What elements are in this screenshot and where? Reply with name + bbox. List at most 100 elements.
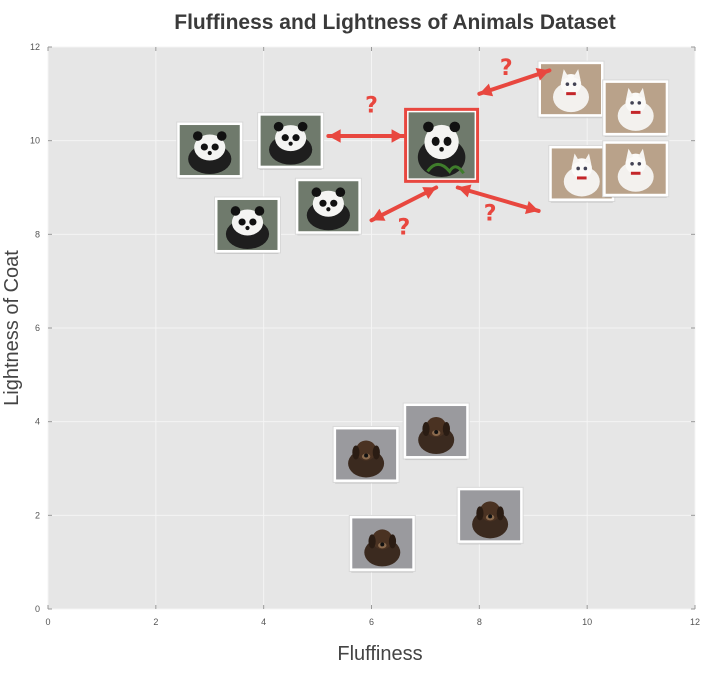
panda-ear-shape [273, 121, 284, 132]
cat-image [602, 79, 670, 137]
panda-ear-shape [192, 131, 203, 141]
panda-eye-patch [443, 136, 452, 147]
panda-eye-patch [431, 136, 440, 147]
dog-nose [488, 514, 493, 519]
panda-face-shape [231, 209, 264, 236]
cat-eye [583, 166, 588, 171]
dog-ear [352, 445, 360, 460]
x-tick-label: 10 [582, 617, 592, 627]
x-tick-label: 2 [153, 617, 158, 627]
x-tick-label: 8 [477, 617, 482, 627]
arrowhead [391, 129, 404, 143]
cat-image [602, 140, 670, 198]
cat-eye [630, 161, 634, 166]
cat-head-shape [625, 153, 646, 174]
cat-collar [630, 171, 641, 175]
arrowhead [457, 184, 472, 198]
panda-eye-patch [211, 143, 219, 151]
cat-ear [573, 69, 581, 81]
chart-title: Fluffiness and Lightness of Animals Data… [174, 11, 615, 34]
question-mark: ? [365, 94, 378, 119]
y-tick-label: 6 [35, 323, 40, 333]
cat-ear [626, 87, 634, 99]
cat-eye [576, 166, 580, 171]
panda-ear-shape [423, 121, 434, 133]
dog-head-shape [479, 501, 501, 522]
bamboo-leaves [426, 162, 465, 175]
cat-body-shape [617, 161, 654, 192]
dog-ear [476, 506, 484, 521]
panda-ear-shape [230, 206, 241, 216]
data-points [176, 60, 670, 573]
arrowhead [524, 201, 539, 214]
panda-image [257, 112, 325, 170]
cat-ear [626, 148, 634, 160]
dog-ear [442, 422, 450, 437]
cat-head-shape [571, 158, 592, 179]
question-mark: ? [397, 215, 410, 240]
panda-ear-shape [216, 131, 227, 141]
cat-body-shape [617, 100, 654, 131]
cat-eye [637, 101, 642, 105]
panda-eye-patch [200, 143, 208, 151]
dog-head-shape [355, 440, 377, 461]
axis-ticks: 0 2 4 6 8 10 12 0 2 4 6 8 10 12 [30, 42, 700, 627]
dog-nose [364, 453, 369, 458]
panda-ear-shape [297, 121, 308, 132]
panda-face-shape [275, 125, 307, 152]
dog-head-shape [426, 417, 447, 438]
y-tick-label: 4 [35, 417, 40, 427]
dog-nose [380, 542, 385, 547]
cat-eye [637, 161, 642, 166]
x-tick-label: 0 [45, 617, 50, 627]
cat-head-shape [625, 92, 646, 114]
cat-collar [566, 92, 576, 96]
dog-image [402, 402, 470, 461]
cat-collar [630, 110, 641, 114]
cat-ear [584, 153, 592, 165]
y-tick-label: 10 [30, 136, 40, 146]
panda-eye-patch [281, 134, 289, 142]
arrowhead [371, 208, 386, 221]
dog-ear [372, 445, 380, 460]
question-mark: ? [484, 201, 497, 226]
query-panda-image [404, 107, 480, 183]
panda-face-shape [312, 190, 344, 217]
comparison-arrows: ???? [326, 56, 552, 240]
panda-ear-shape [335, 187, 346, 198]
panda-eye-patch [330, 199, 338, 207]
cat-ear [638, 87, 646, 99]
question-mark: ? [500, 56, 513, 81]
panda-image [294, 177, 362, 236]
dog-ear [422, 422, 430, 437]
cat-eye [565, 82, 570, 86]
y-tick-label: 2 [35, 510, 40, 520]
dog-image [348, 514, 416, 573]
x-tick-label: 4 [261, 617, 266, 627]
dog-ear [388, 534, 397, 549]
panda-face-shape [194, 134, 226, 161]
panda-image [176, 121, 244, 180]
arrowhead [535, 67, 550, 81]
x-tick-label: 12 [690, 617, 700, 627]
dog-ear [368, 534, 376, 549]
panda-face-shape [424, 124, 459, 160]
y-tick-label: 12 [30, 42, 40, 52]
panda-ear-shape [254, 206, 265, 216]
panda-nose [245, 225, 250, 231]
cat-body-shape [552, 82, 589, 113]
panda-eye-patch [238, 218, 246, 226]
y-tick-label: 8 [35, 229, 40, 239]
y-tick-label: 0 [35, 604, 40, 614]
dog-ear [496, 506, 504, 521]
arrowhead [479, 83, 494, 97]
panda-ear-shape [449, 121, 461, 133]
cat-collar [576, 176, 587, 180]
arrowhead [422, 187, 437, 200]
cat-ear [638, 148, 646, 160]
dog-image [332, 425, 400, 484]
cat-body-shape [563, 166, 600, 197]
panda-eye-patch [292, 134, 300, 142]
panda-eye-patch [319, 199, 327, 207]
